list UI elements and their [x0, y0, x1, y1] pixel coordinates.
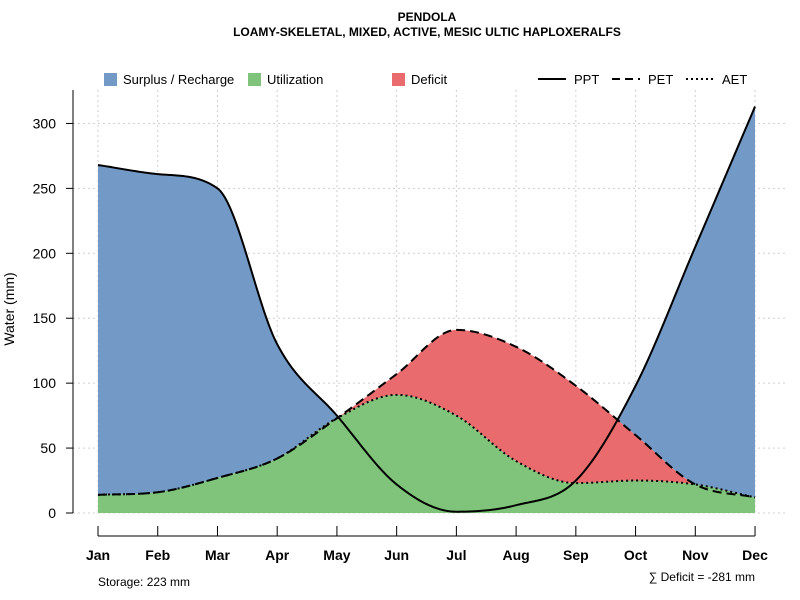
- deficit-note: ∑ Deficit = -281 mm: [649, 570, 755, 584]
- area-surplus-recharge: [98, 106, 756, 498]
- legend-swatch-surplus-recharge: [104, 73, 117, 86]
- x-tick-label-feb: Feb: [145, 547, 170, 563]
- legend-label-utilization: Utilization: [267, 72, 323, 87]
- x-tick-label-jan: Jan: [86, 547, 110, 563]
- legend-label-deficit: Deficit: [411, 72, 448, 87]
- line-aet: [97, 393, 756, 499]
- x-tick-label-sep: Sep: [563, 547, 589, 563]
- x-tick-label-aug: Aug: [503, 547, 530, 563]
- line-pet: [97, 328, 756, 499]
- x-tick-label-jun: Jun: [384, 547, 409, 563]
- legend-label-aet: AET: [722, 72, 747, 87]
- x-tick-label-apr: Apr: [265, 547, 290, 563]
- storage-note: Storage: 223 mm: [98, 575, 190, 589]
- chart-title: PENDOLA: [398, 10, 457, 24]
- legend-label-pet: PET: [648, 72, 673, 87]
- y-tick-label: 150: [33, 310, 57, 326]
- legend-label-ppt: PPT: [574, 72, 599, 87]
- y-tick-label: 0: [48, 505, 56, 521]
- chart-subtitle: LOAMY-SKELETAL, MIXED, ACTIVE, MESIC ULT…: [233, 25, 621, 39]
- legend-label-surplus-recharge: Surplus / Recharge: [123, 72, 234, 87]
- x-tick-label-dec: Dec: [742, 547, 768, 563]
- legend: Surplus / Recharge Utilization Deficit PPT P…: [104, 72, 747, 87]
- y-tick-label: 100: [33, 375, 57, 391]
- x-tick-label-jul: Jul: [446, 547, 466, 563]
- legend-swatch-deficit: [392, 73, 405, 86]
- x-tick-label-nov: Nov: [682, 547, 709, 563]
- axes: 0 50 100 150 200 250 300 Jan Feb Mar Apr May Jun Jul A…: [33, 90, 768, 563]
- y-tick-label: 250: [33, 180, 57, 196]
- area-utilization: [98, 394, 756, 513]
- x-tick-label-may: May: [323, 547, 350, 563]
- y-axis-label: Water (mm): [1, 272, 17, 345]
- area-deficit: [98, 329, 756, 498]
- series-lines: [97, 106, 756, 513]
- line-ppt: [97, 106, 756, 513]
- y-tick-label: 50: [40, 440, 56, 456]
- y-tick-label: 300: [33, 115, 57, 131]
- x-tick-label-oct: Oct: [624, 547, 648, 563]
- legend-swatch-utilization: [248, 73, 261, 86]
- area-fills: [98, 106, 756, 513]
- y-tick-label: 200: [33, 245, 57, 261]
- x-tick-label-mar: Mar: [205, 547, 230, 563]
